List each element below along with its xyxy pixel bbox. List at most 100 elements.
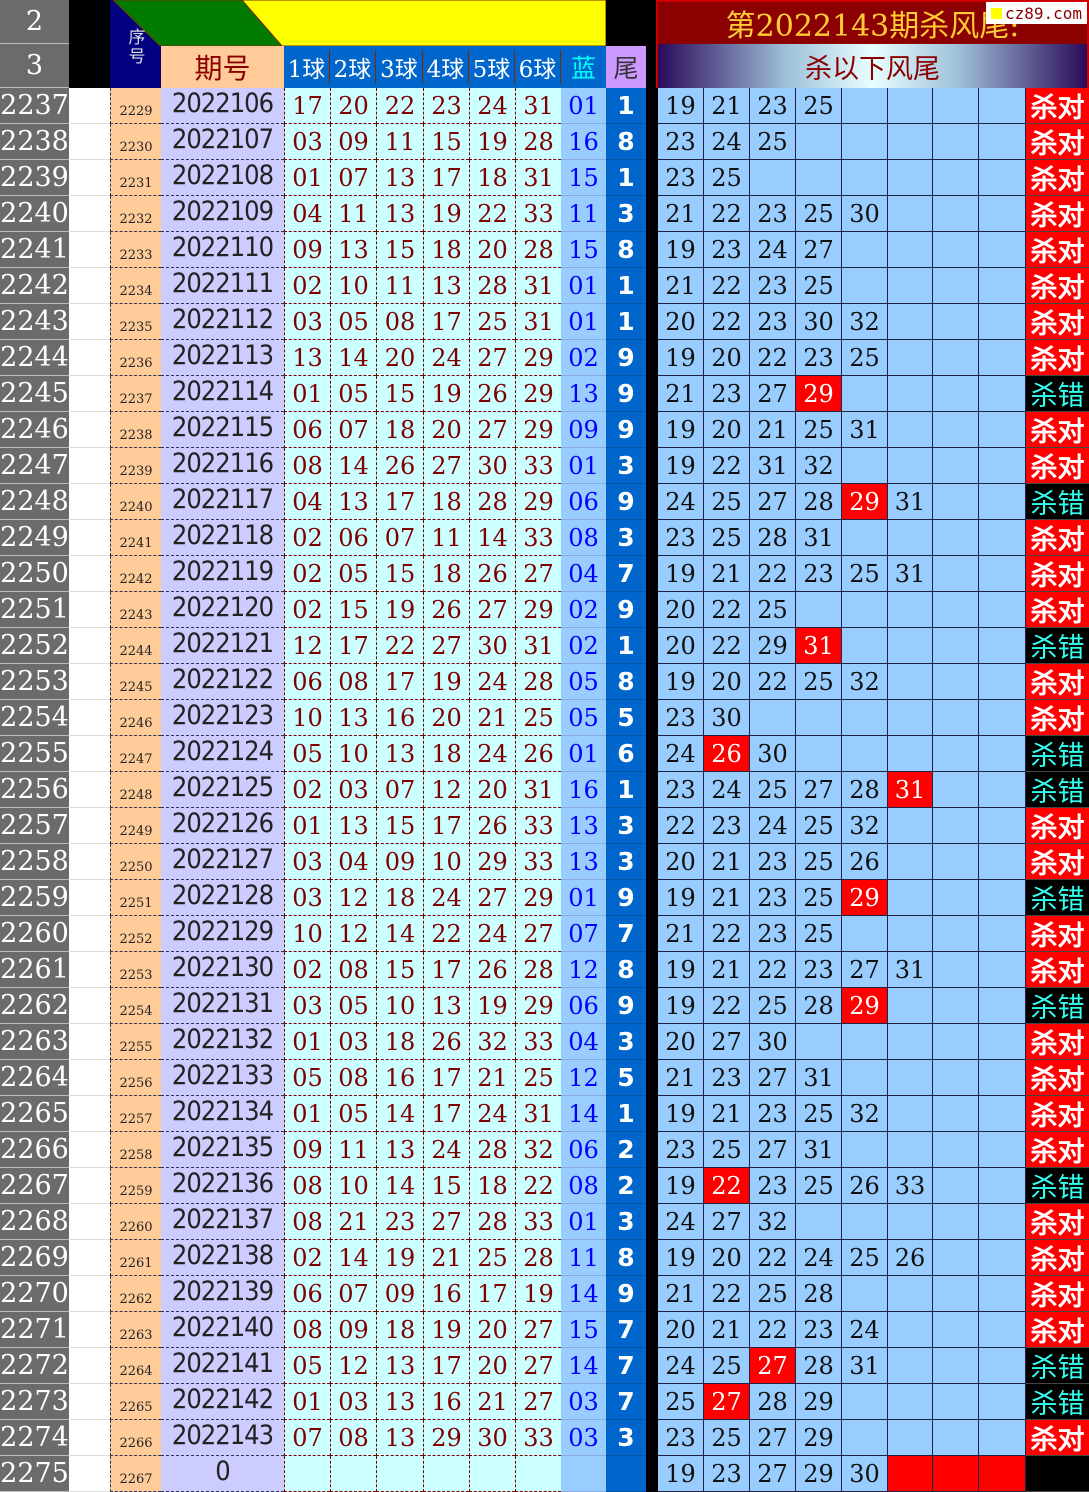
kill-tail-cell[interactable] (933, 736, 979, 772)
kill-tail-cell[interactable]: 23 (750, 916, 796, 952)
kill-tail-cell[interactable] (888, 844, 933, 880)
seq-cell[interactable]: 2262 (110, 1276, 161, 1312)
kill-tail-cell[interactable]: 31 (842, 1348, 888, 1384)
kill-tail-cell[interactable] (842, 88, 888, 124)
kill-tail-cell[interactable] (933, 952, 979, 988)
kill-tail-cell[interactable]: 26 (888, 1240, 933, 1276)
ball-cell-4[interactable]: 19 (423, 196, 469, 232)
period-cell[interactable]: 2022141 (161, 1348, 284, 1384)
blue-ball-cell[interactable]: 07 (561, 916, 606, 952)
ball-cell-2[interactable]: 13 (330, 484, 376, 520)
kill-tail-cell[interactable]: 25 (796, 844, 842, 880)
tail-cell[interactable]: 1 (606, 628, 646, 664)
kill-tail-cell[interactable]: 32 (842, 808, 888, 844)
ball-cell-4[interactable]: 26 (423, 1024, 469, 1060)
blue-ball-cell[interactable]: 08 (561, 520, 606, 556)
kill-tail-cell[interactable] (933, 484, 979, 520)
ball-cell-5[interactable]: 28 (469, 1132, 515, 1168)
kill-tail-cell[interactable] (888, 1312, 933, 1348)
kill-tail-cell[interactable] (979, 484, 1026, 520)
ball-cell-3[interactable] (376, 1456, 423, 1492)
row-number[interactable]: 2267 (0, 1168, 69, 1204)
kill-tail-cell[interactable] (933, 376, 979, 412)
kill-tail-cell[interactable]: 21 (658, 268, 704, 304)
result-badge[interactable]: 杀对 (1026, 124, 1089, 160)
kill-tail-cell[interactable]: 25 (842, 556, 888, 592)
period-cell[interactable]: 2022127 (161, 844, 284, 880)
ball-cell-5[interactable]: 30 (469, 448, 515, 484)
kill-tail-cell[interactable] (933, 988, 979, 1024)
blank-cell[interactable] (69, 736, 110, 772)
ball-cell-6[interactable]: 33 (515, 520, 561, 556)
blank-cell[interactable] (69, 196, 110, 232)
period-cell[interactable]: 2022138 (161, 1240, 284, 1276)
blank-cell[interactable] (69, 448, 110, 484)
kill-tail-cell[interactable]: 22 (750, 952, 796, 988)
ball-cell-1[interactable]: 07 (284, 1420, 330, 1456)
ball-cell-6[interactable]: 31 (515, 268, 561, 304)
kill-tail-cell[interactable] (888, 1384, 933, 1420)
blue-ball-cell[interactable]: 11 (561, 196, 606, 232)
ball-cell-6[interactable]: 29 (515, 988, 561, 1024)
ball-cell-1[interactable]: 05 (284, 1060, 330, 1096)
kill-tail-cell[interactable] (979, 304, 1026, 340)
ball-cell-4[interactable]: 18 (423, 556, 469, 592)
period-cell[interactable]: 2022122 (161, 664, 284, 700)
kill-tail-cell[interactable]: 19 (658, 1096, 704, 1132)
ball-cell-5[interactable]: 20 (469, 1348, 515, 1384)
period-cell[interactable]: 2022132 (161, 1024, 284, 1060)
kill-tail-cell[interactable] (888, 880, 933, 916)
ball-cell-2[interactable]: 12 (330, 916, 376, 952)
result-badge[interactable]: 杀对 (1026, 952, 1089, 988)
ball-cell-3[interactable]: 19 (376, 1240, 423, 1276)
kill-tail-cell[interactable] (979, 196, 1026, 232)
tail-cell[interactable]: 7 (606, 1384, 646, 1420)
blue-ball-cell[interactable]: 14 (561, 1276, 606, 1312)
ball-cell-1[interactable]: 17 (284, 88, 330, 124)
kill-tail-cell[interactable]: 32 (750, 1204, 796, 1240)
tail-cell[interactable]: 1 (606, 268, 646, 304)
ball-cell-6[interactable]: 28 (515, 664, 561, 700)
kill-tail-cell[interactable]: 25 (796, 1096, 842, 1132)
blue-ball-cell[interactable]: 04 (561, 1024, 606, 1060)
result-badge[interactable]: 杀错 (1026, 628, 1089, 664)
kill-tail-cell[interactable] (933, 304, 979, 340)
result-badge[interactable]: 杀对 (1026, 1024, 1089, 1060)
seq-cell[interactable]: 2229 (110, 88, 161, 124)
kill-tail-cell[interactable] (842, 160, 888, 196)
ball-cell-3[interactable]: 15 (376, 376, 423, 412)
kill-tail-cell[interactable] (933, 1132, 979, 1168)
ball-cell-6[interactable]: 25 (515, 1060, 561, 1096)
kill-tail-cell[interactable] (979, 1384, 1026, 1420)
result-badge[interactable]: 杀错 (1026, 484, 1089, 520)
row-number[interactable]: 2256 (0, 772, 69, 808)
ball-cell-1[interactable]: 06 (284, 1276, 330, 1312)
blue-ball-cell[interactable]: 15 (561, 160, 606, 196)
kill-tail-cell[interactable]: 20 (704, 664, 750, 700)
row-number[interactable]: 2273 (0, 1384, 69, 1420)
kill-tail-cell[interactable]: 22 (750, 556, 796, 592)
kill-tail-cell[interactable] (888, 1348, 933, 1384)
ball-cell-5[interactable]: 32 (469, 1024, 515, 1060)
ball-cell-5[interactable]: 20 (469, 772, 515, 808)
period-cell[interactable]: 2022111 (161, 268, 284, 304)
kill-tail-cell[interactable] (888, 628, 933, 664)
result-badge[interactable]: 杀对 (1026, 592, 1089, 628)
kill-tail-cell[interactable] (796, 736, 842, 772)
period-cell[interactable]: 2022121 (161, 628, 284, 664)
tail-cell[interactable]: 9 (606, 592, 646, 628)
kill-tail-cell[interactable]: 22 (704, 448, 750, 484)
ball-cell-3[interactable]: 20 (376, 340, 423, 376)
kill-tail-cell[interactable] (888, 520, 933, 556)
kill-tail-cell[interactable]: 21 (704, 844, 750, 880)
kill-tail-cell[interactable] (842, 700, 888, 736)
blue-ball-cell[interactable]: 12 (561, 1060, 606, 1096)
row-header-3[interactable]: 3 (0, 44, 69, 88)
ball-cell-6[interactable]: 26 (515, 736, 561, 772)
ball-cell-2[interactable]: 17 (330, 628, 376, 664)
kill-tail-cell[interactable] (979, 664, 1026, 700)
kill-tail-cell[interactable] (842, 1024, 888, 1060)
kill-tail-cell[interactable]: 19 (658, 556, 704, 592)
blank-cell[interactable] (69, 412, 110, 448)
kill-tail-cell[interactable]: 33 (888, 1168, 933, 1204)
